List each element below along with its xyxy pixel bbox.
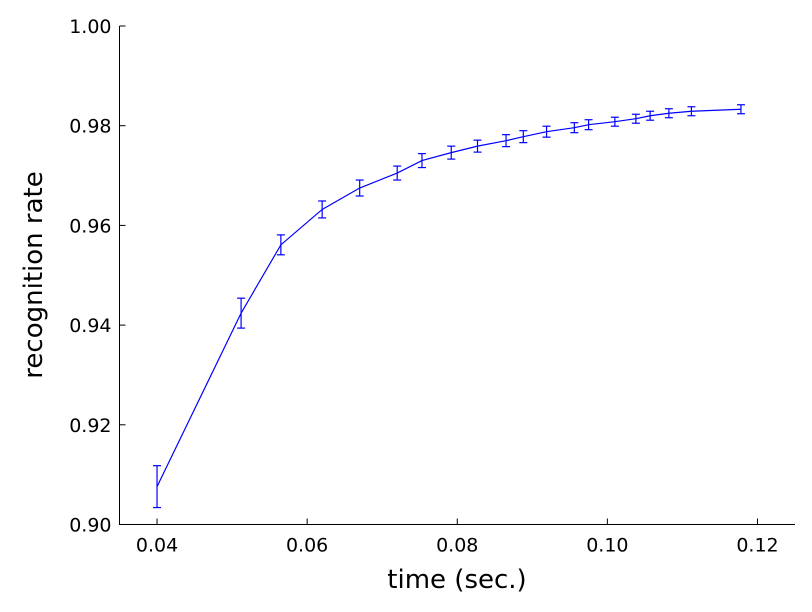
error-bar bbox=[276, 234, 285, 256]
y-tick-label: 1.00 bbox=[69, 16, 111, 38]
y-axis-label: recognition rate bbox=[19, 171, 49, 378]
y-tick-label: 0.94 bbox=[69, 315, 111, 337]
error-bar bbox=[610, 116, 619, 127]
error-bar bbox=[687, 106, 696, 117]
error-bar bbox=[646, 110, 655, 121]
error-bar bbox=[664, 108, 673, 119]
x-tick-label: 0.04 bbox=[136, 535, 178, 557]
y-tick-label: 0.98 bbox=[69, 116, 111, 138]
error-bar bbox=[631, 113, 640, 124]
error-bar bbox=[153, 465, 162, 509]
error-bar bbox=[473, 139, 482, 153]
error-bar bbox=[393, 165, 402, 181]
error-bar bbox=[584, 119, 593, 131]
series-line bbox=[156, 108, 741, 487]
y-tick-label: 0.90 bbox=[69, 515, 111, 537]
y-tick-label: 0.92 bbox=[69, 415, 111, 437]
x-axis-label: time (sec.) bbox=[387, 565, 526, 595]
series bbox=[153, 104, 745, 509]
error-bar bbox=[447, 145, 456, 160]
y-ticks: 0.90 0.92 0.94 0.96 0.98 1.00 bbox=[69, 16, 126, 537]
error-bar bbox=[542, 125, 551, 138]
error-bar bbox=[519, 130, 528, 144]
error-bar bbox=[570, 122, 579, 134]
error-bar bbox=[417, 153, 426, 169]
error-bar bbox=[355, 179, 364, 197]
error-bar bbox=[502, 134, 511, 148]
x-ticks: 0.04 0.06 0.08 0.10 0.12 bbox=[136, 518, 779, 557]
y-tick-label: 0.96 bbox=[69, 215, 111, 237]
error-bar bbox=[237, 297, 246, 329]
error-bar bbox=[736, 104, 745, 115]
x-tick-label: 0.08 bbox=[436, 535, 478, 557]
x-tick-label: 0.12 bbox=[736, 535, 778, 557]
axes bbox=[119, 26, 795, 525]
x-tick-label: 0.06 bbox=[286, 535, 328, 557]
error-bar bbox=[318, 200, 327, 219]
x-tick-label: 0.10 bbox=[586, 535, 628, 557]
